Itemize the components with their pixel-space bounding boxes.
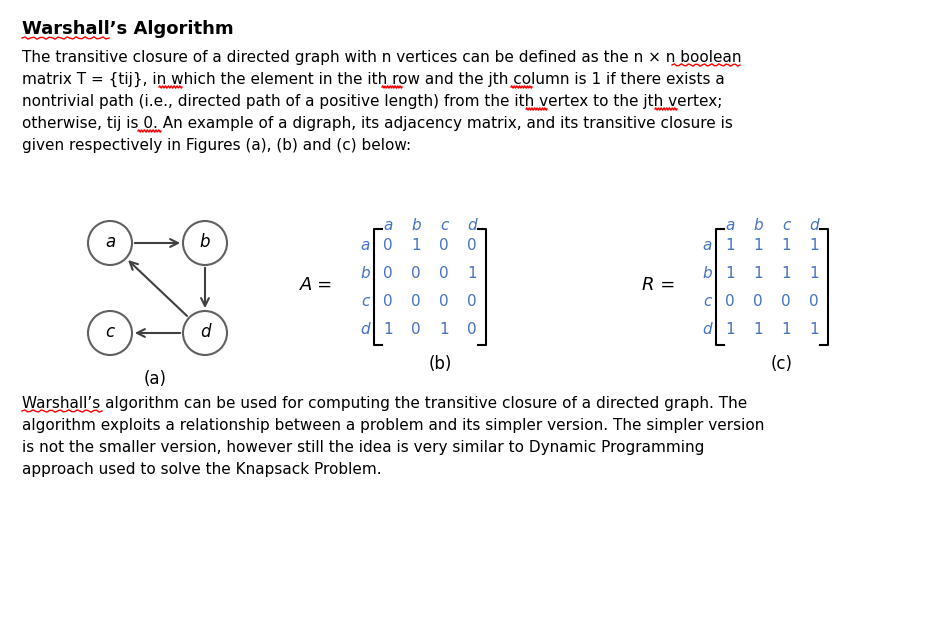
- Text: (b): (b): [428, 355, 452, 373]
- Text: 0: 0: [781, 293, 791, 308]
- Text: b: b: [754, 218, 763, 233]
- Circle shape: [88, 221, 132, 265]
- Text: 0: 0: [439, 293, 449, 308]
- Text: R =: R =: [641, 276, 675, 294]
- Text: d: d: [360, 322, 370, 337]
- Text: Warshall’s algorithm can be used for computing the transitive closure of a direc: Warshall’s algorithm can be used for com…: [22, 396, 747, 411]
- Text: (c): (c): [771, 355, 793, 373]
- Text: 1: 1: [468, 266, 477, 281]
- Text: d: d: [200, 323, 210, 341]
- Text: nontrivial path (i.e., directed path of a positive length) from the ith vertex t: nontrivial path (i.e., directed path of …: [22, 94, 723, 109]
- Text: c: c: [106, 323, 115, 341]
- Text: 0: 0: [439, 237, 449, 252]
- Text: 1: 1: [383, 322, 393, 337]
- Text: otherwise, tij is 0. An example of a digraph, its adjacency matrix, and its tran: otherwise, tij is 0. An example of a dig…: [22, 116, 733, 131]
- Text: given respectively in Figures (a), (b) and (c) below:: given respectively in Figures (a), (b) a…: [22, 138, 411, 153]
- Text: 1: 1: [439, 322, 449, 337]
- Text: b: b: [360, 266, 370, 281]
- Text: a: a: [702, 237, 712, 252]
- Circle shape: [183, 311, 227, 355]
- Text: d: d: [468, 218, 477, 233]
- Text: 1: 1: [809, 266, 819, 281]
- Text: 0: 0: [411, 266, 421, 281]
- Text: 1: 1: [726, 266, 735, 281]
- Text: 1: 1: [781, 322, 791, 337]
- Text: (a): (a): [143, 370, 166, 388]
- Text: 0: 0: [383, 237, 393, 252]
- Text: The transitive closure of a directed graph with n vertices can be defined as the: The transitive closure of a directed gra…: [22, 50, 741, 65]
- Text: 0: 0: [468, 237, 477, 252]
- Text: 1: 1: [411, 237, 421, 252]
- Text: 1: 1: [726, 237, 735, 252]
- Text: 1: 1: [809, 322, 819, 337]
- Text: 0: 0: [468, 293, 477, 308]
- Text: a: a: [361, 237, 370, 252]
- Text: 0: 0: [411, 322, 421, 337]
- Text: d: d: [809, 218, 819, 233]
- Text: Warshall’s Algorithm: Warshall’s Algorithm: [22, 20, 234, 38]
- Text: 1: 1: [781, 266, 791, 281]
- Text: a: a: [726, 218, 735, 233]
- Text: 0: 0: [726, 293, 735, 308]
- Text: c: c: [704, 293, 712, 308]
- Text: matrix T = {tij}, in which the element in the ith row and the jth column is 1 if: matrix T = {tij}, in which the element i…: [22, 72, 725, 87]
- Text: 0: 0: [411, 293, 421, 308]
- Text: 0: 0: [468, 322, 477, 337]
- Text: b: b: [200, 233, 210, 251]
- Text: 1: 1: [809, 237, 819, 252]
- Text: 1: 1: [726, 322, 735, 337]
- Text: d: d: [702, 322, 712, 337]
- Circle shape: [183, 221, 227, 265]
- Text: 0: 0: [383, 266, 393, 281]
- Text: 1: 1: [754, 266, 763, 281]
- Text: 0: 0: [439, 266, 449, 281]
- Text: a: a: [383, 218, 393, 233]
- Text: is not the smaller version, however still the idea is very similar to Dynamic Pr: is not the smaller version, however stil…: [22, 440, 704, 455]
- Text: c: c: [362, 293, 370, 308]
- Text: b: b: [702, 266, 712, 281]
- Text: 0: 0: [383, 293, 393, 308]
- Text: c: c: [782, 218, 790, 233]
- Text: 1: 1: [754, 237, 763, 252]
- Text: c: c: [439, 218, 448, 233]
- Circle shape: [88, 311, 132, 355]
- Text: 1: 1: [754, 322, 763, 337]
- Text: b: b: [411, 218, 421, 233]
- Text: A =: A =: [300, 276, 333, 294]
- Text: a: a: [105, 233, 115, 251]
- Text: approach used to solve the Knapsack Problem.: approach used to solve the Knapsack Prob…: [22, 462, 381, 477]
- Text: 0: 0: [754, 293, 763, 308]
- Text: 0: 0: [809, 293, 819, 308]
- Text: 1: 1: [781, 237, 791, 252]
- Text: algorithm exploits a relationship between a problem and its simpler version. The: algorithm exploits a relationship betwee…: [22, 418, 765, 433]
